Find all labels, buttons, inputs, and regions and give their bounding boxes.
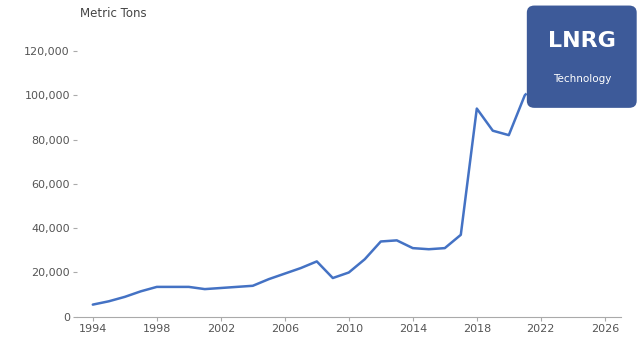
FancyBboxPatch shape <box>527 5 637 108</box>
Text: Technology: Technology <box>552 74 611 84</box>
Text: Metric Tons: Metric Tons <box>79 7 146 20</box>
Text: LNRG: LNRG <box>548 31 616 51</box>
